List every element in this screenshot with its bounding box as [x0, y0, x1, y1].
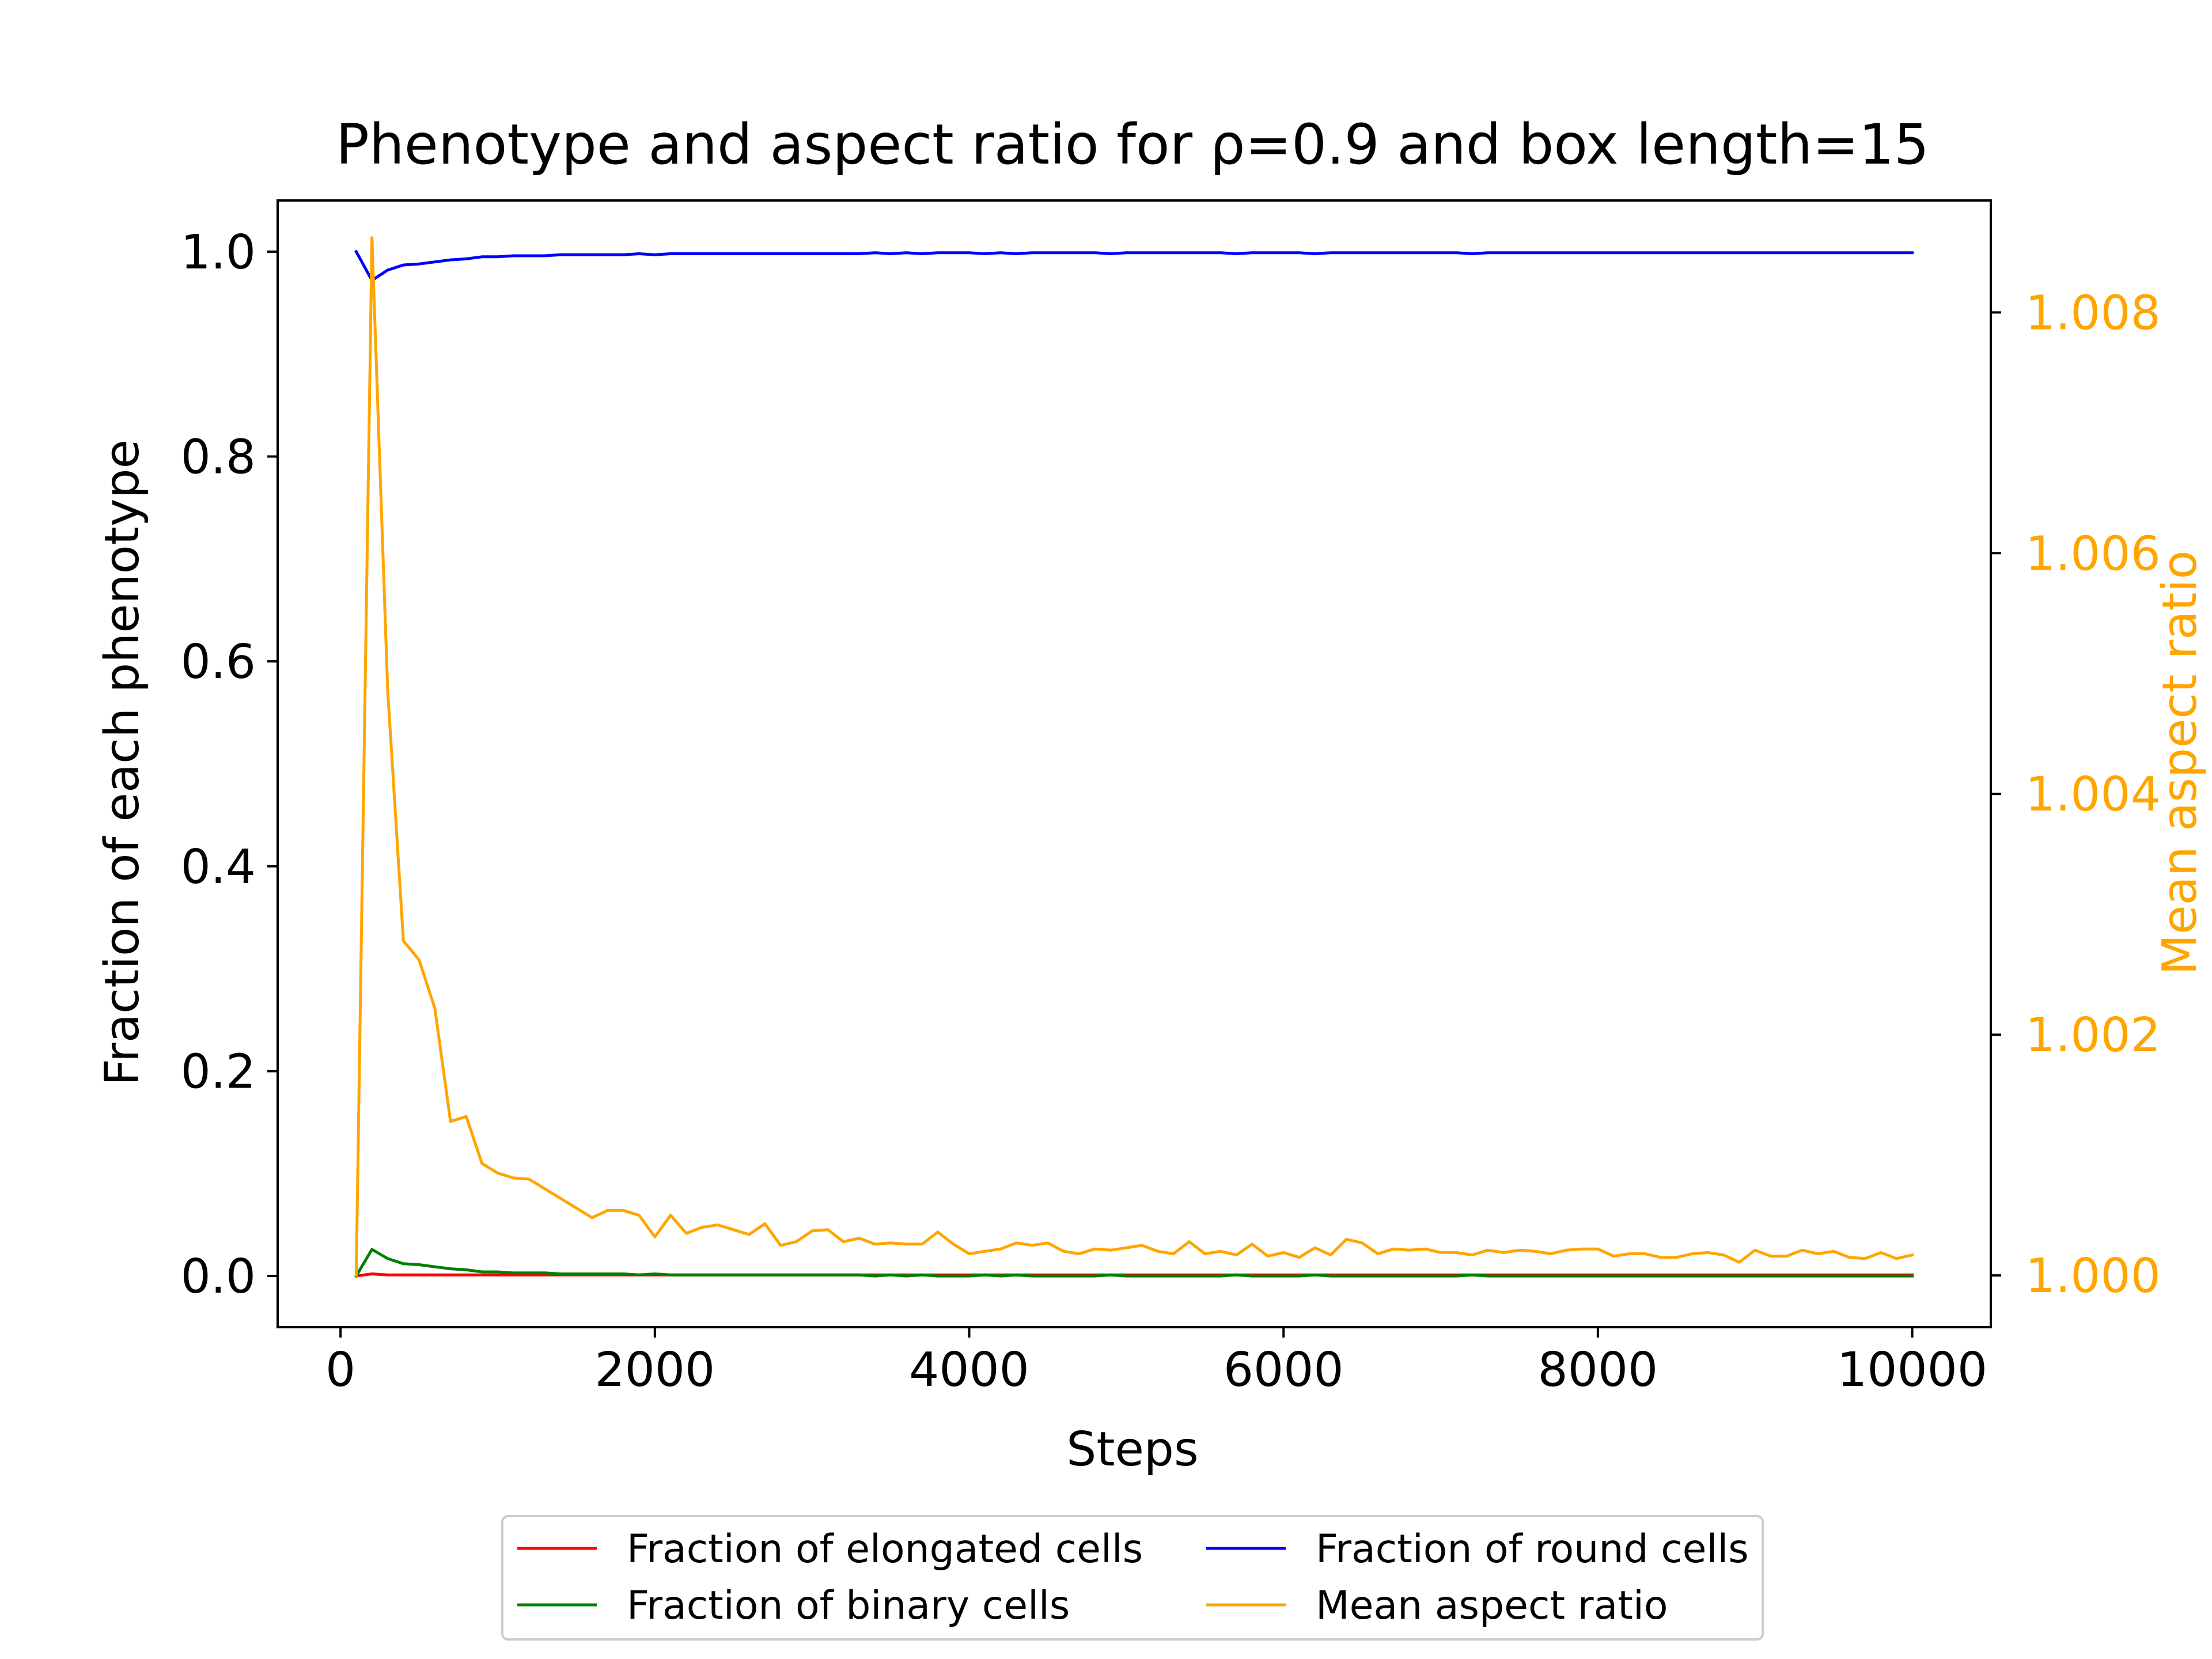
legend: Fraction of elongated cells Fraction of b… — [501, 1515, 1764, 1641]
legend-entry: Fraction of round cells — [1316, 1527, 1749, 1572]
series-line-mean-aspect-ratio — [354, 236, 1914, 1277]
y2-tick-label: 1.002 — [2025, 1008, 2161, 1063]
legend-entry: Fraction of elongated cells — [627, 1527, 1143, 1572]
legend-entry: Fraction of binary cells — [627, 1583, 1070, 1628]
y-tick-label: 0.8 — [181, 430, 256, 485]
y-tick-label: 0.2 — [181, 1044, 256, 1099]
y-tick-label: 0.4 — [181, 840, 256, 895]
y-tick-label: 0.0 — [181, 1249, 256, 1304]
x-axis-label: Steps — [1066, 1422, 1198, 1477]
plot-area — [276, 199, 1992, 1328]
y-tick-label: 1.0 — [181, 225, 256, 280]
y2-axis-label: Mean aspect ratio — [2153, 550, 2207, 975]
y2-tick-label: 1.004 — [2025, 767, 2161, 822]
series-line-fraction-of-binary-cells — [354, 1248, 1914, 1278]
left-axis: 0.0 0.2 0.4 0.6 0.8 1.0 — [181, 225, 278, 1304]
x-tick-label: 0 — [325, 1343, 355, 1397]
y-axis-label: Fraction of each phenotype — [95, 440, 150, 1086]
plot-frame — [276, 199, 1992, 1328]
legend-box — [501, 1515, 1764, 1641]
legend-entry: Mean aspect ratio — [1316, 1583, 1668, 1628]
x-tick-label: 4000 — [909, 1343, 1029, 1397]
x-tick-label: 10000 — [1837, 1343, 1987, 1397]
x-tick-label: 8000 — [1538, 1343, 1658, 1397]
y2-tick-label: 1.008 — [2025, 286, 2161, 340]
bottom-axis: 0 2000 4000 6000 8000 10000 — [325, 1327, 1987, 1397]
right-axis: 1.000 1.002 1.004 1.006 1.008 — [1991, 286, 2161, 1304]
y2-tick-label: 1.006 — [2025, 527, 2161, 581]
chart-title: Phenotype and aspect ratio for ρ=0.9 and… — [336, 112, 1929, 177]
y-tick-label: 0.6 — [181, 635, 256, 690]
x-tick-label: 2000 — [594, 1343, 715, 1397]
y2-tick-label: 1.000 — [2025, 1249, 2161, 1304]
series-line-fraction-of-round-cells — [354, 249, 1914, 282]
x-tick-label: 6000 — [1224, 1343, 1344, 1397]
